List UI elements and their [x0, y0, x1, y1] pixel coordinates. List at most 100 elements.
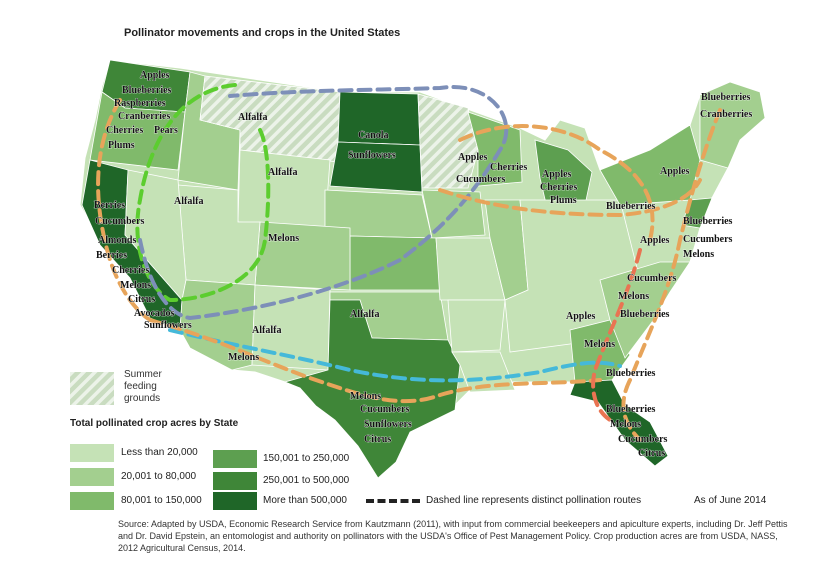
legend-swatch-2 [70, 468, 114, 486]
as-of-date: As of June 2014 [694, 495, 767, 506]
crop-label: Cranberries [118, 111, 170, 122]
state-louisiana [451, 351, 516, 393]
legend-label-3: 80,001 to 150,000 [121, 495, 202, 506]
state-florida [569, 379, 669, 467]
legend-label-6: More than 500,000 [263, 495, 347, 506]
crop-label: Cucumbers [95, 216, 145, 227]
crop-label: Melons [610, 419, 641, 430]
summer-label-line: Summer [124, 369, 162, 380]
legend-label-4: 150,001 to 250,000 [263, 453, 350, 464]
legend-swatch-6 [213, 492, 257, 510]
summer-label-line: feeding [124, 381, 157, 392]
crop-label: Berries [96, 250, 127, 261]
crop-label: Apples [640, 235, 670, 246]
crop-label: Alfalfa [252, 325, 281, 336]
route-orange-east [621, 108, 722, 442]
legend-swatch-5 [213, 472, 257, 490]
crop-label: Melons [618, 291, 649, 302]
crop-labels: Apples Blueberries Raspberries Cranberries C… [94, 70, 753, 460]
state-shading [81, 59, 766, 479]
legend-swatch-3 [70, 492, 114, 510]
crop-label: Alfalfa [268, 167, 297, 178]
crop-label: Melons [683, 249, 714, 260]
summer-feeding-swatch [70, 372, 114, 405]
crop-label: Melons [268, 233, 299, 244]
crop-label: Cucumbers [360, 404, 410, 415]
crop-label: Citrus [638, 448, 665, 459]
state-minnesota [417, 93, 479, 189]
crop-label: Sunflowers [144, 320, 192, 331]
state-wyoming [237, 149, 331, 229]
route-legend: Dashed line represents distinct pollinat… [366, 495, 641, 506]
crop-label: Cherries [540, 182, 577, 193]
state-pennsylvania-ny [599, 124, 701, 206]
source-note: Source: Adapted by USDA, Economic Resear… [118, 519, 788, 553]
legend-swatch-1 [70, 444, 114, 462]
state-arkansas [447, 299, 506, 353]
crop-label: Raspberries [114, 98, 166, 109]
crop-label: Avocados [134, 308, 174, 319]
crop-label: Apples [140, 70, 170, 81]
crop-label: Citrus [364, 434, 391, 445]
crop-label: Apples [458, 152, 488, 163]
crop-label: Canola [358, 130, 389, 141]
route-legend-dash [366, 498, 420, 503]
state-texas [283, 299, 461, 479]
crop-label: Melons [350, 391, 381, 402]
map-title: Pollinator movements and crops in the Un… [124, 27, 401, 39]
crop-label: Blueberries [606, 404, 656, 415]
crop-label: Apples [660, 166, 690, 177]
crop-label: Cranberries [700, 109, 752, 120]
state-east-central [504, 199, 641, 353]
crop-label: Almonds [98, 235, 136, 246]
crop-label: Melons [584, 339, 615, 350]
crop-label: Plums [550, 195, 577, 206]
route-orange-south [148, 318, 602, 404]
summer-label-line: grounds [124, 393, 161, 404]
crop-label: Apples [566, 311, 596, 322]
crop-label: Melons [120, 280, 151, 291]
crop-label: Alfalfa [174, 196, 203, 207]
crop-label: Blueberries [620, 309, 670, 320]
route-cyan [168, 328, 622, 383]
crop-label: Cucumbers [683, 234, 733, 245]
route-green [135, 83, 271, 303]
legend-label-2: 20,001 to 80,000 [121, 471, 197, 482]
route-blue-grey [138, 84, 509, 321]
crop-label: Sunflowers [348, 150, 396, 161]
crop-label: Cucumbers [618, 434, 668, 445]
crop-label: Melons [228, 352, 259, 363]
crop-label: Cherries [106, 125, 143, 136]
route-legend-label: Dashed line represents distinct pollinat… [426, 495, 642, 506]
crop-label: Blueberries [683, 216, 733, 227]
route-orange-north [458, 124, 655, 242]
crop-label: Pears [154, 125, 178, 136]
route-orange-mid [438, 178, 702, 218]
crop-label: Cucumbers [627, 273, 677, 284]
crop-label: Alfalfa [238, 112, 267, 123]
crop-label: Citrus [128, 294, 155, 305]
crop-label: Berries [94, 200, 125, 211]
crop-label: Blueberries [606, 368, 656, 379]
crop-label: Sunflowers [364, 419, 412, 430]
legend-swatch-4 [213, 450, 257, 468]
legend-title: Total pollinated crop acres by State [70, 418, 239, 429]
crop-label: Blueberries [122, 85, 172, 96]
summer-feeding-label: Summer feeding grounds [124, 369, 162, 405]
crop-label: Alfalfa [350, 309, 379, 320]
route-orange-west [96, 98, 152, 322]
crop-label: Apples [542, 169, 572, 180]
crop-label: Cucumbers [456, 174, 506, 185]
legend-label-5: 250,001 to 500,000 [263, 475, 350, 486]
legend-label-1: Less than 20,000 [121, 447, 198, 458]
crop-label: Cherries [112, 265, 149, 276]
crop-label: Cherries [490, 162, 527, 173]
route-red [591, 248, 642, 422]
pollination-routes [96, 83, 722, 442]
state-new-england [699, 81, 766, 169]
state-south-dakota [329, 141, 423, 193]
crop-label: Blueberries [606, 201, 656, 212]
crop-label: Plums [108, 140, 135, 151]
crop-label: Blueberries [701, 92, 751, 103]
